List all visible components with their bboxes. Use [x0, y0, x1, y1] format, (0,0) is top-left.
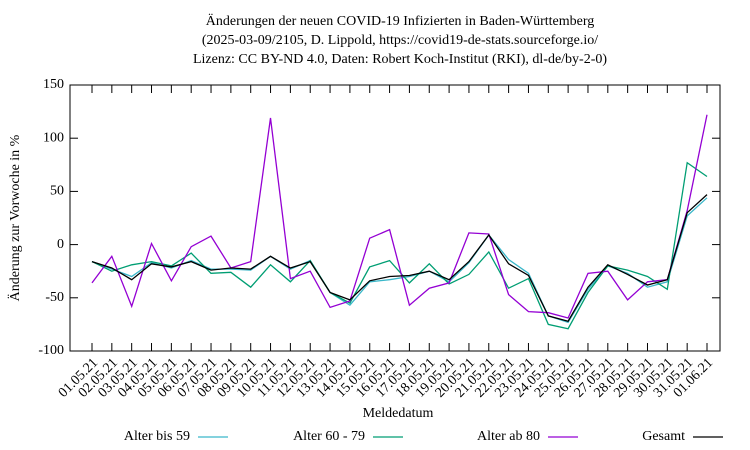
series-line — [91, 194, 708, 322]
chart-title: Änderungen der neuen COVID-19 Infizierte… — [206, 12, 595, 29]
y-tick-label: -100 — [38, 343, 64, 358]
y-tick-label: 150 — [43, 77, 64, 92]
legend-label: Alter bis 59 — [124, 429, 190, 444]
plot-frame — [69, 84, 721, 352]
series-line — [91, 161, 708, 330]
chart-subtitle: Lizenz: CC BY-ND 4.0, Daten: Robert Koch… — [193, 52, 607, 67]
y-tick-label: -50 — [45, 290, 64, 305]
y-tick-label: 50 — [50, 184, 64, 199]
legend-label: Gesamt — [642, 429, 685, 444]
series-line — [91, 114, 708, 319]
chart-subtitle: (2025-03-09/2105, D. Lippold, https://co… — [202, 33, 598, 48]
y-tick-label: 0 — [57, 237, 64, 252]
legend-label: Alter ab 80 — [477, 429, 540, 444]
y-tick-label: 100 — [43, 130, 64, 145]
y-axis-label: Änderung zur Vorwoche in % — [6, 134, 23, 301]
legend-label: Alter 60 - 79 — [293, 429, 365, 444]
x-axis-label: Meldedatum — [363, 406, 434, 421]
